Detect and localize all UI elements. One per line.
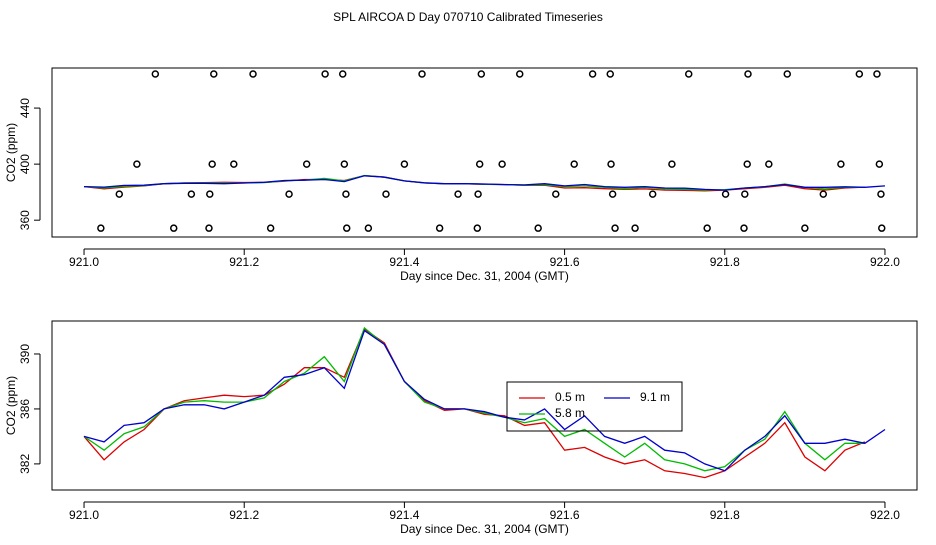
marker: [474, 190, 482, 198]
x-tick-label: 921.4: [389, 508, 419, 522]
series-line: [83, 175, 886, 191]
marker: [819, 190, 828, 198]
marker: [477, 70, 486, 78]
x-tick-label: 921.2: [229, 255, 259, 269]
x-tick-label: 922.0: [870, 508, 900, 522]
x-tick-label: 922.0: [870, 255, 900, 269]
marker: [340, 160, 349, 168]
x-tick-label: 921.4: [389, 255, 419, 269]
marker: [321, 70, 329, 78]
marker: [703, 224, 711, 232]
marker: [552, 190, 560, 198]
marker: [783, 70, 791, 78]
marker: [741, 190, 749, 198]
marker: [475, 160, 484, 168]
y-tick-label: 400: [18, 154, 32, 174]
marker: [454, 190, 462, 198]
legend-box: [506, 381, 683, 432]
marker: [115, 190, 124, 198]
marker: [230, 160, 238, 168]
legend-label: 0.5 m: [555, 390, 585, 404]
marker: [570, 160, 578, 168]
marker: [877, 190, 885, 198]
plot-box: [51, 320, 918, 491]
x-axis-label: Day since Dec. 31, 2004 (GMT): [400, 522, 569, 536]
marker: [765, 160, 773, 168]
series-line: [83, 329, 886, 472]
y-axis-label: CO2 (ppm): [4, 123, 18, 182]
marker: [631, 224, 639, 232]
marker: [151, 70, 160, 78]
marker: [648, 190, 657, 198]
marker: [206, 190, 214, 198]
y-tick-label: 382: [18, 454, 32, 474]
marker: [855, 70, 864, 78]
x-tick-label: 921.8: [710, 508, 740, 522]
marker: [473, 224, 482, 232]
y-tick-label: 390: [18, 344, 32, 364]
marker: [684, 70, 693, 78]
marker: [588, 70, 597, 78]
marker: [435, 224, 444, 232]
marker: [498, 160, 506, 168]
marker: [97, 224, 105, 232]
marker: [400, 160, 409, 168]
marker: [878, 224, 886, 232]
x-axis-label: Day since Dec. 31, 2004 (GMT): [400, 269, 569, 283]
y-tick-label: 440: [18, 98, 32, 118]
marker: [210, 70, 218, 78]
marker: [382, 190, 390, 198]
legend-label: 9.1 m: [640, 390, 670, 404]
marker: [342, 190, 350, 198]
marker: [302, 160, 311, 168]
marker: [534, 224, 542, 232]
marker: [418, 70, 426, 78]
series-line: [83, 326, 865, 472]
marker: [837, 160, 845, 168]
marker: [187, 190, 196, 198]
x-tick-label: 921.6: [550, 508, 580, 522]
marker: [801, 224, 809, 232]
x-tick-label: 921.2: [229, 508, 259, 522]
marker: [208, 160, 216, 168]
marker: [743, 160, 751, 168]
legend-label: 5.8 m: [555, 406, 585, 420]
marker: [668, 160, 676, 168]
series-line: [83, 328, 866, 479]
marker: [744, 70, 752, 78]
x-tick-label: 921.6: [550, 255, 580, 269]
marker: [249, 70, 257, 78]
marker: [364, 224, 373, 232]
x-tick-label: 921.0: [69, 255, 99, 269]
marker: [607, 160, 615, 168]
y-axis-label: CO2 (ppm): [4, 376, 18, 435]
marker: [875, 160, 884, 168]
marker: [285, 190, 293, 198]
figure-title: SPL AIRCOA D Day 070710 Calibrated Times…: [333, 10, 603, 24]
marker: [342, 224, 351, 232]
y-tick-label: 360: [18, 210, 32, 230]
marker: [740, 224, 748, 232]
x-tick-label: 921.8: [710, 255, 740, 269]
y-tick-label: 386: [18, 399, 32, 419]
marker: [721, 190, 730, 198]
marker: [608, 190, 617, 198]
marker: [873, 70, 881, 78]
marker: [611, 224, 619, 232]
marker: [266, 224, 275, 232]
x-tick-label: 921.0: [69, 508, 99, 522]
marker: [205, 224, 213, 232]
marker: [515, 70, 524, 78]
marker: [606, 70, 614, 78]
marker: [133, 160, 141, 168]
marker: [169, 224, 178, 232]
plot-box: [51, 67, 918, 238]
marker: [338, 70, 347, 78]
